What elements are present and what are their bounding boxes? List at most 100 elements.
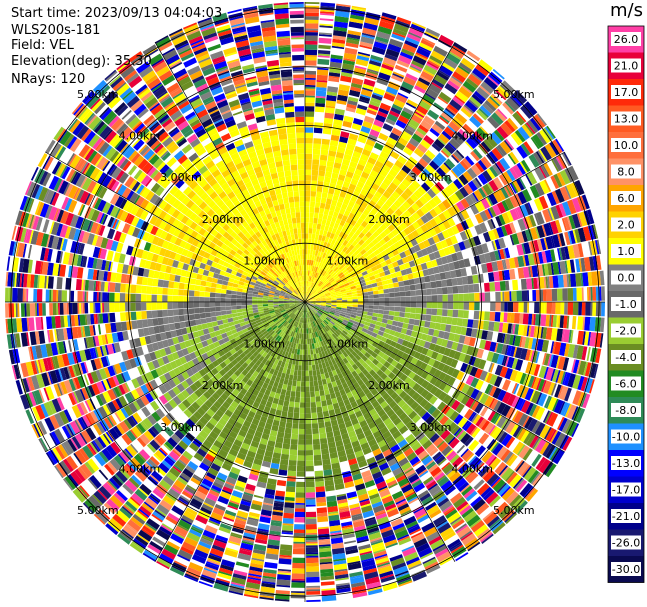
velocity-gate: [338, 84, 350, 92]
velocity-gate: [540, 238, 547, 251]
velocity-gate: [532, 114, 546, 129]
velocity-gate: [379, 302, 385, 306]
velocity-gate: [315, 285, 320, 291]
velocity-gate: [323, 288, 329, 293]
velocity-gate: [501, 225, 508, 237]
velocity-gate: [412, 55, 427, 66]
velocity-gate: [368, 104, 379, 111]
velocity-gate: [535, 211, 545, 225]
velocity-gate: [285, 486, 296, 493]
velocity-gate: [351, 246, 358, 254]
velocity-gate: [373, 41, 388, 50]
velocity-gate: [420, 139, 431, 150]
velocity-gate: [400, 110, 412, 120]
velocity-gate: [317, 175, 325, 182]
velocity-gate: [497, 108, 508, 120]
velocity-gate: [353, 278, 360, 283]
velocity-gate: [343, 221, 350, 229]
velocity-gate: [322, 410, 330, 417]
velocity-gate: [339, 208, 346, 215]
velocity-gate: [311, 233, 316, 240]
velocity-gate: [408, 260, 416, 268]
velocity-gate: [305, 84, 316, 87]
velocity-gate: [411, 60, 425, 69]
velocity-gate: [320, 298, 327, 301]
velocity-gate: [306, 576, 320, 583]
velocity-gate: [549, 141, 560, 156]
velocity-gate: [316, 369, 321, 376]
velocity-gate: [436, 167, 447, 178]
velocity-gate: [391, 277, 399, 283]
velocity-gate: [472, 148, 483, 160]
velocity-gate: [276, 479, 287, 487]
velocity-gate: [288, 465, 297, 472]
velocity-gate: [320, 257, 325, 264]
velocity-gate: [356, 181, 365, 189]
velocity-gate: [452, 309, 459, 318]
velocity-gate: [501, 171, 513, 184]
velocity-gate: [399, 230, 407, 239]
velocity-gate: [305, 511, 317, 518]
velocity-gate: [427, 59, 440, 68]
velocity-gate: [403, 227, 412, 236]
velocity-gate: [474, 224, 483, 235]
velocity-gate: [509, 208, 519, 221]
velocity-gate: [444, 158, 456, 170]
velocity-gate: [305, 77, 316, 80]
velocity-gate: [305, 70, 317, 75]
velocity-gate: [405, 124, 416, 133]
velocity-gate: [325, 220, 331, 227]
velocity-gate: [389, 292, 395, 298]
velocity-gate: [491, 93, 503, 104]
velocity-gate: [379, 231, 387, 239]
velocity-gate: [378, 293, 385, 298]
velocity-gate: [293, 370, 298, 376]
velocity-gate: [314, 272, 318, 278]
velocity-gate: [330, 58, 343, 64]
velocity-gate: [493, 190, 503, 203]
velocity-gate: [367, 311, 373, 316]
velocity-gate: [418, 256, 426, 264]
velocity-gate: [337, 272, 344, 277]
velocity-gate: [317, 218, 323, 225]
velocity-gate: [305, 407, 311, 414]
velocity-gate: [395, 173, 405, 183]
velocity-gate: [416, 47, 431, 58]
velocity-gate: [378, 309, 384, 315]
velocity-gate: [305, 365, 309, 371]
velocity-gate: [391, 228, 399, 237]
velocity-gate: [283, 400, 290, 407]
velocity-gate: [340, 163, 349, 171]
velocity-gate: [557, 233, 562, 247]
velocity-gate: [469, 96, 482, 108]
velocity-gate: [331, 129, 341, 137]
velocity-gate: [519, 313, 524, 324]
velocity-gate: [322, 187, 329, 194]
velocity-gate: [552, 315, 557, 328]
velocity-gate: [306, 539, 318, 542]
velocity-gate: [451, 278, 458, 286]
velocity-gate: [321, 192, 328, 199]
velocity-gate: [319, 154, 328, 161]
velocity-gate: [416, 104, 429, 115]
velocity-gate: [498, 237, 506, 249]
velocity-gate: [367, 107, 378, 113]
velocity-gate: [308, 294, 313, 299]
velocity-gate: [492, 228, 500, 239]
velocity-gate: [373, 249, 381, 256]
velocity-gate: [587, 287, 590, 301]
velocity-gate: [362, 208, 370, 217]
velocity-gate: [295, 502, 305, 505]
velocity-gate: [378, 289, 384, 294]
velocity-gate: [305, 74, 316, 79]
velocity-gate: [472, 319, 479, 329]
velocity-gate: [437, 302, 443, 309]
velocity-gate: [449, 138, 461, 150]
velocity-gate: [290, 594, 305, 599]
velocity-gate: [496, 86, 509, 99]
velocity-gate: [567, 288, 574, 301]
velocity-gate: [517, 255, 525, 268]
velocity-gate: [294, 364, 299, 371]
velocity-gate: [460, 107, 472, 118]
velocity-gate: [534, 167, 546, 181]
